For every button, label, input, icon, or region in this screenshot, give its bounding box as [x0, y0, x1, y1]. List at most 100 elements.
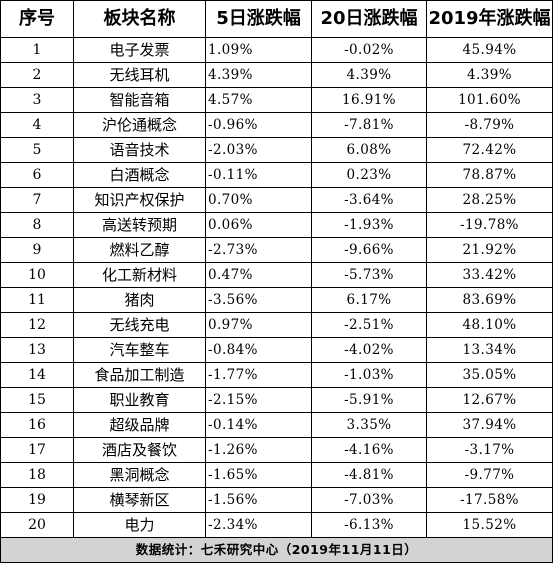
change-2019: 45.94% [426, 37, 553, 63]
sector-name: 无线充电 [73, 312, 206, 338]
change-20day: -4.02% [311, 337, 427, 363]
row-index: 19 [0, 487, 74, 513]
change-5day: 0.97% [205, 312, 312, 338]
change-5day: 0.47% [205, 262, 312, 288]
change-5day: -2.73% [205, 237, 312, 263]
change-2019: 101.60% [426, 87, 553, 113]
sector-name: 食品加工制造 [73, 362, 206, 388]
row-index: 4 [0, 112, 74, 138]
row-index: 20 [0, 512, 74, 538]
change-20day: -0.02% [311, 37, 427, 63]
sector-name: 汽车整车 [73, 337, 206, 363]
row-index: 16 [0, 412, 74, 438]
row-index: 13 [0, 337, 74, 363]
change-2019: 15.52% [426, 512, 553, 538]
table-row: 16 超级品牌 -0.14% 3.35% 37.94% [0, 412, 553, 438]
table-row: 1 电子发票 1.09% -0.02% 45.94% [0, 37, 553, 63]
header-5day-change: 5日涨跌幅 [205, 0, 312, 38]
table-row: 3 智能音箱 4.57% 16.91% 101.60% [0, 87, 553, 113]
change-2019: 12.67% [426, 387, 553, 413]
sector-name: 电子发票 [73, 37, 206, 63]
change-20day: 16.91% [311, 87, 427, 113]
change-2019: 48.10% [426, 312, 553, 338]
header-sector-name: 板块名称 [73, 0, 206, 38]
sector-name: 沪伦通概念 [73, 112, 206, 138]
row-index: 9 [0, 237, 74, 263]
change-20day: -7.03% [311, 487, 427, 513]
change-5day: -2.03% [205, 137, 312, 163]
header-20day-change: 20日涨跌幅 [311, 0, 427, 38]
table-row: 6 白酒概念 -0.11% 0.23% 78.87% [0, 162, 553, 188]
table-row: 4 沪伦通概念 -0.96% -7.81% -8.79% [0, 112, 553, 138]
change-20day: -4.16% [311, 437, 427, 463]
change-2019: 28.25% [426, 187, 553, 213]
change-5day: 0.70% [205, 187, 312, 213]
change-5day: -1.77% [205, 362, 312, 388]
header-index: 序号 [0, 0, 74, 38]
change-5day: -0.96% [205, 112, 312, 138]
row-index: 18 [0, 462, 74, 488]
sector-name: 电力 [73, 512, 206, 538]
change-2019: -17.58% [426, 487, 553, 513]
change-5day: -3.56% [205, 287, 312, 313]
sector-name: 猪肉 [73, 287, 206, 313]
table-row: 9 燃料乙醇 -2.73% -9.66% 21.92% [0, 237, 553, 263]
change-20day: -9.66% [311, 237, 427, 263]
header-row: 序号 板块名称 5日涨跌幅 20日涨跌幅 2019年涨跌幅 [0, 0, 553, 38]
sector-name: 白酒概念 [73, 162, 206, 188]
change-20day: -1.03% [311, 362, 427, 388]
sector-name: 职业教育 [73, 387, 206, 413]
change-2019: -19.78% [426, 212, 553, 238]
table-row: 12 无线充电 0.97% -2.51% 48.10% [0, 312, 553, 338]
change-20day: -4.81% [311, 462, 427, 488]
table-body: 1 电子发票 1.09% -0.02% 45.94% 2 无线耳机 4.39% 4.39% 4.3… [0, 37, 553, 538]
row-index: 10 [0, 262, 74, 288]
row-index: 8 [0, 212, 74, 238]
table-row: 20 电力 -2.34% -6.13% 15.52% [0, 512, 553, 538]
change-2019: 21.92% [426, 237, 553, 263]
sector-name: 无线耳机 [73, 62, 206, 88]
table-row: 14 食品加工制造 -1.77% -1.03% 35.05% [0, 362, 553, 388]
table-row: 17 酒店及餐饮 -1.26% -4.16% -3.17% [0, 437, 553, 463]
row-index: 17 [0, 437, 74, 463]
change-2019: 37.94% [426, 412, 553, 438]
change-5day: -1.65% [205, 462, 312, 488]
change-20day: 0.23% [311, 162, 427, 188]
change-20day: -5.73% [311, 262, 427, 288]
table-row: 2 无线耳机 4.39% 4.39% 4.39% [0, 62, 553, 88]
row-index: 2 [0, 62, 74, 88]
change-20day: 3.35% [311, 412, 427, 438]
row-index: 12 [0, 312, 74, 338]
change-2019: 13.34% [426, 337, 553, 363]
change-5day: -0.14% [205, 412, 312, 438]
sector-name: 超级品牌 [73, 412, 206, 438]
row-index: 5 [0, 137, 74, 163]
change-5day: -2.34% [205, 512, 312, 538]
change-2019: -9.77% [426, 462, 553, 488]
change-5day: -2.15% [205, 387, 312, 413]
change-20day: 6.08% [311, 137, 427, 163]
change-20day: -1.93% [311, 212, 427, 238]
footer-row: 数据统计：七禾研究中心（2019年11月11日） [0, 537, 553, 563]
change-2019: 72.42% [426, 137, 553, 163]
table-header: 序号 板块名称 5日涨跌幅 20日涨跌幅 2019年涨跌幅 [0, 0, 553, 38]
sector-name: 智能音箱 [73, 87, 206, 113]
table-row: 13 汽车整车 -0.84% -4.02% 13.34% [0, 337, 553, 363]
change-5day: 0.06% [205, 212, 312, 238]
sector-name: 化工新材料 [73, 262, 206, 288]
row-index: 14 [0, 362, 74, 388]
sector-name: 酒店及餐饮 [73, 437, 206, 463]
table-footer: 数据统计：七禾研究中心（2019年11月11日） [0, 537, 553, 563]
sector-name: 高送转预期 [73, 212, 206, 238]
row-index: 3 [0, 87, 74, 113]
change-2019: 78.87% [426, 162, 553, 188]
row-index: 15 [0, 387, 74, 413]
change-20day: -5.91% [311, 387, 427, 413]
change-5day: -1.26% [205, 437, 312, 463]
change-2019: -3.17% [426, 437, 553, 463]
change-2019: 35.05% [426, 362, 553, 388]
change-20day: 4.39% [311, 62, 427, 88]
table-row: 8 高送转预期 0.06% -1.93% -19.78% [0, 212, 553, 238]
change-5day: -0.84% [205, 337, 312, 363]
row-index: 6 [0, 162, 74, 188]
